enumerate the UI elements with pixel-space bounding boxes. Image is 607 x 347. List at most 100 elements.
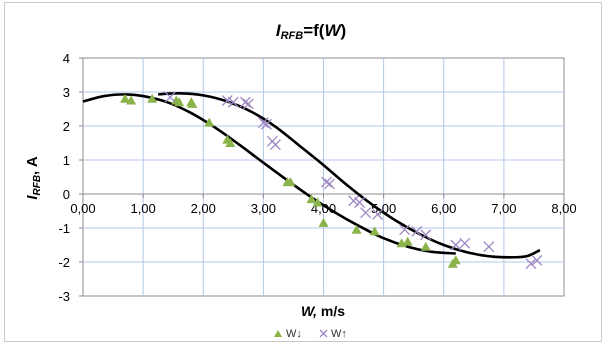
data-point-w-up-stroke	[372, 208, 384, 220]
x-tick-label: 0,00	[70, 201, 95, 216]
data-point-w-up-stroke	[269, 139, 281, 151]
tick-labels: 0,00 1,00 2,00 3,00 4,00 5,00 6,00 7,00 8,00-3-2…	[58, 51, 576, 304]
data-point-w-down	[306, 194, 317, 204]
y-tick-label: -1	[58, 221, 70, 236]
data-point-w-up-stroke	[257, 117, 269, 129]
chart-title-var: W	[324, 21, 342, 40]
data-point-w-down	[147, 93, 158, 103]
data-point-w-up-stroke	[242, 98, 254, 110]
data-point-w-up	[269, 139, 281, 151]
data-point-w-up-stroke	[260, 118, 272, 130]
chart-title: IRFB=f(W)	[276, 21, 346, 42]
x-tick-label: 5,00	[371, 201, 396, 216]
data-point-w-up-stroke	[411, 225, 423, 237]
x-tick-label: 8,00	[551, 201, 576, 216]
data-point-w-up	[531, 254, 543, 266]
y-tick-label: 3	[63, 85, 70, 100]
data-point-w-up	[242, 98, 254, 110]
data-point-w-up-stroke	[531, 254, 543, 266]
chart-title-rest: =f(	[303, 21, 325, 40]
x-tick-label: 7,00	[491, 201, 516, 216]
data-point-w-up-stroke	[420, 229, 432, 241]
x-tick-label: 6,00	[431, 201, 456, 216]
data-point-w-up	[321, 176, 332, 188]
x-tick-label: 3,00	[251, 201, 276, 216]
data-point-w-up	[324, 178, 335, 190]
y-tick-label: -3	[58, 289, 70, 304]
data-point-w-down	[420, 241, 431, 251]
data-point-w-up	[221, 95, 233, 106]
data-point-w-up-stroke	[227, 96, 239, 108]
x-tick-label: 1,00	[130, 201, 155, 216]
legend-marker-w-up	[319, 329, 328, 338]
chart-frame	[4, 2, 602, 342]
data-point-w-up-stroke	[459, 237, 471, 249]
chart-title-i: I	[276, 21, 282, 40]
data-point-w-down	[450, 255, 461, 265]
data-point-w-up	[399, 224, 411, 236]
data-point-w-up	[257, 117, 269, 129]
data-point-w-up-stroke	[483, 241, 495, 253]
legend-marker-w-down	[274, 330, 282, 337]
data-point-w-up	[348, 195, 360, 207]
data-point-w-up	[260, 118, 272, 130]
data-point-w-down	[318, 217, 329, 227]
data-point-w-up-stroke	[221, 95, 233, 106]
data-point-w-up-stroke	[450, 239, 462, 251]
x-axis-label: W, m/s	[301, 303, 345, 319]
data-point-w-down	[126, 95, 137, 105]
legend-label-w-down: W↓	[286, 328, 302, 340]
data-point-w-down	[369, 226, 380, 236]
data-point-w-up-stroke	[354, 197, 366, 208]
data-points	[120, 91, 543, 270]
y-axis-label-rest: , A	[24, 156, 41, 175]
data-point-w-up	[164, 91, 176, 103]
data-point-w-up	[360, 207, 372, 219]
data-point-w-up	[450, 239, 462, 251]
data-point-w-up	[227, 96, 239, 108]
data-point-w-up-stroke	[360, 207, 372, 219]
y-axis-label-i: I	[24, 195, 41, 200]
data-point-w-up-stroke	[324, 178, 335, 190]
y-tick-label: 0	[63, 187, 70, 202]
data-point-w-down	[187, 98, 198, 108]
data-point-w-down	[402, 236, 413, 246]
data-point-w-up	[525, 258, 537, 270]
chart-title-sub: RFB	[281, 30, 304, 42]
y-tick-label: 2	[63, 119, 70, 134]
y-axis-label-sub: RFB	[32, 175, 43, 196]
data-point-w-down	[312, 197, 323, 207]
legend: W↓ W↑	[274, 328, 347, 340]
trendline	[158, 92, 541, 259]
data-point-w-up	[411, 225, 423, 237]
data-point-w-down	[285, 177, 296, 187]
x-tick-label: 2,00	[191, 201, 216, 216]
data-point-w-up	[354, 197, 366, 208]
data-point-w-up	[372, 208, 384, 220]
x-axis-label-unit: m/s	[317, 303, 345, 319]
y-axis-label: IRFB, A	[24, 156, 43, 200]
data-point-w-up-stroke	[348, 195, 360, 207]
x-axis-label-var: W,	[301, 303, 317, 319]
data-point-w-down	[204, 117, 215, 127]
data-point-w-up-stroke	[399, 224, 411, 236]
data-point-w-up	[420, 229, 432, 241]
chart-title-end: )	[340, 21, 346, 40]
data-point-w-down	[120, 93, 131, 103]
data-point-w-down	[174, 97, 185, 107]
data-point-w-up-stroke	[321, 176, 332, 188]
data-point-w-up	[483, 241, 495, 253]
data-point-w-up-stroke	[164, 91, 176, 103]
trendlines	[82, 92, 541, 259]
data-point-w-up	[459, 237, 471, 249]
data-point-w-up-stroke	[239, 96, 251, 108]
y-tick-label: 1	[63, 153, 70, 168]
y-tick-label: 4	[63, 51, 70, 66]
data-point-w-up-stroke	[525, 258, 537, 270]
trendline	[82, 93, 456, 255]
y-tick-label: -2	[58, 255, 70, 270]
data-point-w-down	[351, 224, 362, 234]
data-point-w-up	[239, 96, 251, 108]
data-point-w-down	[225, 138, 236, 147]
